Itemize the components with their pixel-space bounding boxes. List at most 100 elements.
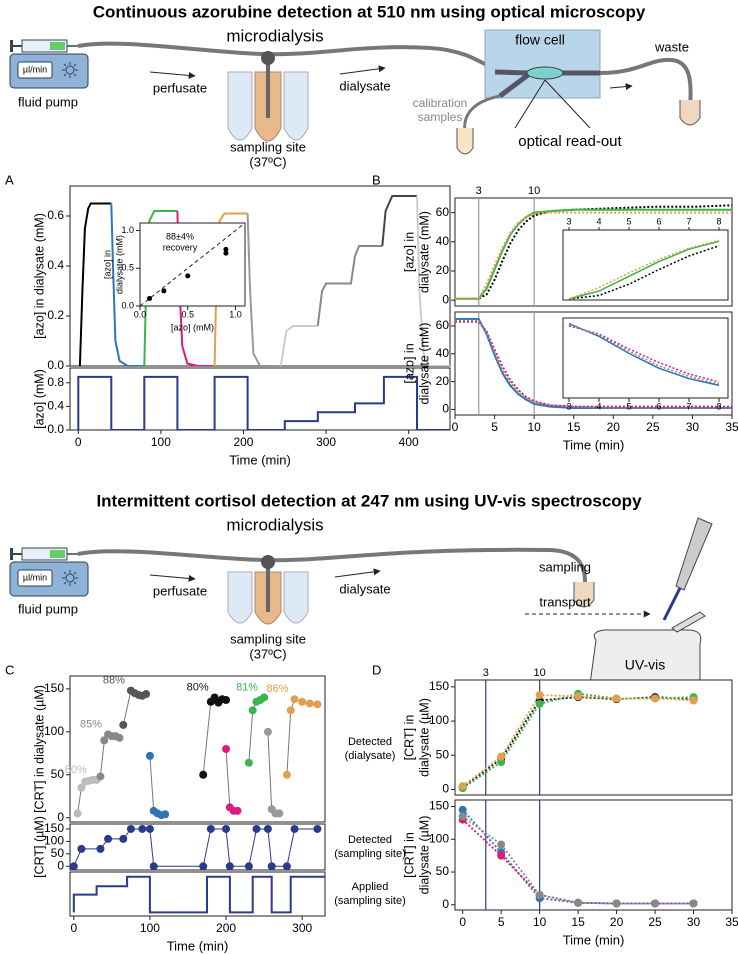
channel bbox=[494, 69, 600, 98]
plot-frame bbox=[69, 185, 451, 367]
tubing bbox=[463, 94, 501, 133]
y-tick-label: 0.2 bbox=[47, 308, 64, 322]
y-tick-label: 0 bbox=[442, 402, 449, 416]
site-label: sampling site bbox=[230, 139, 306, 154]
x-tick-label: 4 bbox=[596, 401, 601, 411]
series-label: 86% bbox=[267, 683, 289, 695]
series-line bbox=[568, 240, 720, 300]
x-tick-label: 0 bbox=[452, 420, 459, 434]
y-axis-label: dialysate (mM) bbox=[417, 211, 431, 293]
y-tick-label: 0.4 bbox=[47, 258, 64, 272]
data-point bbox=[651, 899, 660, 908]
flow-arrow bbox=[149, 71, 196, 79]
y-axis-label: dialysate (µM) bbox=[417, 698, 431, 777]
waste-tube bbox=[679, 100, 701, 126]
x-tick-label: 10 bbox=[533, 915, 547, 929]
perfusate-label: perfusate bbox=[153, 583, 207, 598]
x-tick-label: 5 bbox=[491, 420, 498, 434]
data-point bbox=[77, 783, 86, 792]
y-tick-label: 150 bbox=[429, 679, 449, 693]
data-point bbox=[161, 810, 170, 819]
x-tick-label: 6 bbox=[656, 216, 661, 226]
series-label: 85% bbox=[80, 718, 102, 730]
data-point bbox=[286, 706, 295, 715]
data-point bbox=[248, 706, 257, 715]
pump-rate: µl/min bbox=[23, 572, 47, 582]
instrument-label: UV-vis bbox=[625, 657, 665, 673]
data-point bbox=[145, 824, 154, 833]
data-point bbox=[126, 824, 135, 833]
data-point bbox=[96, 772, 105, 781]
data-point bbox=[222, 696, 231, 705]
data-point bbox=[689, 696, 698, 705]
data-point bbox=[199, 770, 208, 779]
data-point bbox=[298, 697, 307, 706]
y-tick-label: 60 bbox=[436, 205, 450, 219]
y-tick-label: 20 bbox=[436, 263, 450, 277]
dialysate-label: dialysate bbox=[339, 78, 390, 93]
side-label: Applied bbox=[352, 881, 389, 893]
y-tick-label: 0.0 bbox=[47, 422, 64, 436]
y-tick-label: 0 bbox=[442, 292, 449, 306]
y-tick-label: 100 bbox=[44, 724, 64, 738]
data-point bbox=[225, 862, 234, 871]
y-tick-label: 0.0 bbox=[121, 300, 134, 310]
data-point bbox=[651, 694, 660, 703]
data-point bbox=[535, 691, 544, 700]
flow-cell-label: flow cell bbox=[515, 32, 565, 48]
data-point bbox=[458, 782, 467, 791]
x-tick-label: 20 bbox=[607, 420, 621, 434]
side-label: (sampling site) bbox=[334, 895, 406, 907]
flow-cell bbox=[484, 29, 601, 99]
data-point bbox=[497, 758, 506, 767]
y-tick-label: 0 bbox=[442, 782, 449, 796]
x-tick-label: 6 bbox=[656, 401, 661, 411]
y-axis-label: [azo] in bbox=[402, 343, 416, 383]
data-point bbox=[161, 288, 167, 294]
y-tick-label: 150 bbox=[44, 681, 64, 695]
identity-line bbox=[139, 222, 246, 307]
flow-arrow bbox=[334, 568, 381, 578]
x-tick-label: 30 bbox=[686, 420, 700, 434]
flow-arrow bbox=[609, 83, 633, 91]
tubing bbox=[77, 41, 501, 74]
y-tick-label: 0.0 bbox=[47, 358, 64, 372]
y-axis-label: [CRT] in bbox=[402, 715, 416, 761]
side-label: (sampling site) bbox=[334, 848, 406, 860]
y-tick-label: 0 bbox=[57, 858, 64, 872]
microdialysis-label: microdialysis bbox=[226, 26, 323, 45]
plot-frame bbox=[69, 675, 326, 823]
y-tick-label: 50 bbox=[51, 846, 65, 860]
reference-label: 10 bbox=[528, 185, 540, 197]
data-point bbox=[119, 834, 128, 843]
x-tick-label: 5 bbox=[498, 915, 505, 929]
series-line bbox=[568, 324, 720, 386]
plot-frame bbox=[69, 823, 326, 871]
microdialysis-label: microdialysis bbox=[226, 515, 323, 534]
panel-label: B bbox=[372, 172, 381, 187]
x-tick-label: 8 bbox=[716, 401, 721, 411]
y-tick-label: 0.6 bbox=[47, 208, 64, 222]
y-tick-label: 50 bbox=[436, 864, 450, 878]
reference-label: 10 bbox=[534, 667, 546, 679]
calibration-label: samples bbox=[418, 110, 463, 124]
y-tick-label: 150 bbox=[429, 799, 449, 813]
annotation: 88±4% bbox=[166, 231, 194, 241]
data-point bbox=[185, 273, 191, 279]
y-axis-label: [CRT] (µM) bbox=[32, 816, 46, 878]
pointer bbox=[514, 79, 591, 129]
series-line bbox=[246, 213, 281, 366]
series-line bbox=[110, 203, 145, 366]
x-tick-label: 0 bbox=[70, 921, 77, 935]
x-tick-label: 30 bbox=[687, 915, 701, 929]
data-point bbox=[535, 699, 544, 708]
flow-arrow bbox=[149, 574, 196, 582]
data-point bbox=[138, 824, 147, 833]
data-point bbox=[119, 720, 128, 729]
x-axis-label: Time (min) bbox=[229, 452, 291, 467]
data-point bbox=[290, 695, 299, 704]
data-point bbox=[147, 295, 153, 301]
series-line bbox=[77, 375, 450, 430]
y-tick-label: 20 bbox=[436, 374, 450, 388]
data-point bbox=[574, 692, 583, 701]
